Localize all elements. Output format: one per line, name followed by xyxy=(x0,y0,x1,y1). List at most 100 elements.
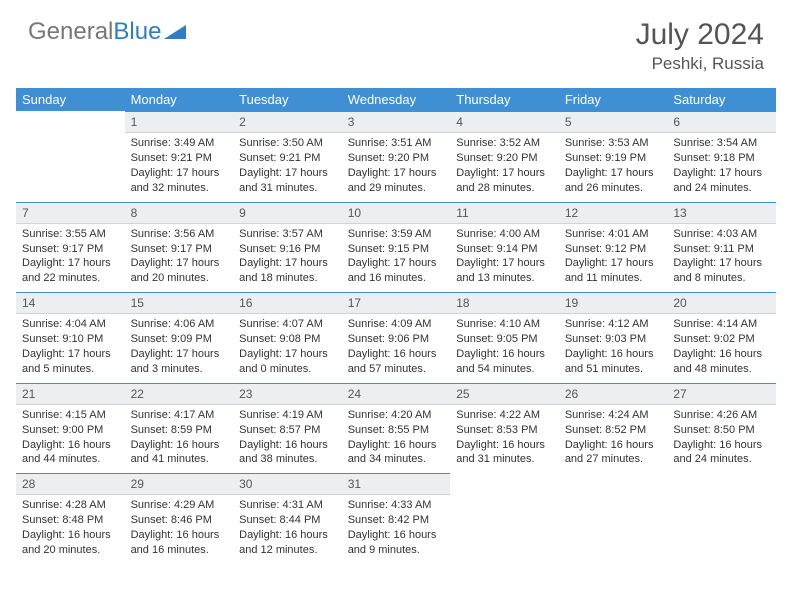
sunrise-text: Sunrise: 3:51 AM xyxy=(348,136,445,151)
daylight-text: Daylight: 17 hours and 28 minutes. xyxy=(456,166,553,196)
calendar-day-cell: 15Sunrise: 4:06 AMSunset: 9:09 PMDayligh… xyxy=(125,292,234,383)
calendar-day-cell: 22Sunrise: 4:17 AMSunset: 8:59 PMDayligh… xyxy=(125,383,234,474)
calendar-day-cell: 23Sunrise: 4:19 AMSunset: 8:57 PMDayligh… xyxy=(233,383,342,474)
daylight-text: Daylight: 16 hours and 38 minutes. xyxy=(239,438,336,468)
calendar-day-cell: 3Sunrise: 3:51 AMSunset: 9:20 PMDaylight… xyxy=(342,111,451,202)
day-details: Sunrise: 4:29 AMSunset: 8:46 PMDaylight:… xyxy=(125,495,234,563)
calendar-day-cell: 18Sunrise: 4:10 AMSunset: 9:05 PMDayligh… xyxy=(450,292,559,383)
sunrise-text: Sunrise: 4:04 AM xyxy=(22,317,119,332)
daylight-text: Daylight: 16 hours and 12 minutes. xyxy=(239,528,336,558)
sunrise-text: Sunrise: 3:54 AM xyxy=(673,136,770,151)
logo: GeneralBlue xyxy=(28,18,186,46)
sunset-text: Sunset: 9:17 PM xyxy=(131,242,228,257)
day-details: Sunrise: 4:17 AMSunset: 8:59 PMDaylight:… xyxy=(125,405,234,473)
calendar-day-cell: 20Sunrise: 4:14 AMSunset: 9:02 PMDayligh… xyxy=(667,292,776,383)
daylight-text: Daylight: 17 hours and 20 minutes. xyxy=(131,256,228,286)
weekday-header: Sunday xyxy=(16,88,125,111)
daylight-text: Daylight: 17 hours and 18 minutes. xyxy=(239,256,336,286)
weekday-header: Thursday xyxy=(450,88,559,111)
day-number: 11 xyxy=(450,202,559,224)
day-number: 30 xyxy=(233,473,342,495)
calendar-day-cell xyxy=(667,473,776,564)
sunset-text: Sunset: 9:16 PM xyxy=(239,242,336,257)
daylight-text: Daylight: 17 hours and 29 minutes. xyxy=(348,166,445,196)
calendar-day-cell: 26Sunrise: 4:24 AMSunset: 8:52 PMDayligh… xyxy=(559,383,668,474)
sunrise-text: Sunrise: 4:17 AM xyxy=(131,408,228,423)
sunrise-text: Sunrise: 3:49 AM xyxy=(131,136,228,151)
daylight-text: Daylight: 16 hours and 24 minutes. xyxy=(673,438,770,468)
daylight-text: Daylight: 16 hours and 27 minutes. xyxy=(565,438,662,468)
sunset-text: Sunset: 8:50 PM xyxy=(673,423,770,438)
day-details: Sunrise: 3:52 AMSunset: 9:20 PMDaylight:… xyxy=(450,133,559,201)
page-title: July 2024 xyxy=(636,18,764,52)
title-block: July 2024 Peshki, Russia xyxy=(636,18,764,74)
day-number: 14 xyxy=(16,292,125,314)
daylight-text: Daylight: 17 hours and 5 minutes. xyxy=(22,347,119,377)
day-details: Sunrise: 3:51 AMSunset: 9:20 PMDaylight:… xyxy=(342,133,451,201)
day-number: 21 xyxy=(16,383,125,405)
header: GeneralBlue July 2024 Peshki, Russia xyxy=(0,0,792,80)
location-label: Peshki, Russia xyxy=(636,54,764,74)
day-details: Sunrise: 4:33 AMSunset: 8:42 PMDaylight:… xyxy=(342,495,451,563)
daylight-text: Daylight: 16 hours and 9 minutes. xyxy=(348,528,445,558)
sunset-text: Sunset: 9:11 PM xyxy=(673,242,770,257)
sunrise-text: Sunrise: 4:29 AM xyxy=(131,498,228,513)
day-details: Sunrise: 4:06 AMSunset: 9:09 PMDaylight:… xyxy=(125,314,234,382)
calendar-header-row: SundayMondayTuesdayWednesdayThursdayFrid… xyxy=(16,88,776,111)
day-details: Sunrise: 4:24 AMSunset: 8:52 PMDaylight:… xyxy=(559,405,668,473)
day-details: Sunrise: 3:59 AMSunset: 9:15 PMDaylight:… xyxy=(342,224,451,292)
day-details: Sunrise: 4:07 AMSunset: 9:08 PMDaylight:… xyxy=(233,314,342,382)
logo-triangle-icon xyxy=(164,21,186,39)
calendar-day-cell: 27Sunrise: 4:26 AMSunset: 8:50 PMDayligh… xyxy=(667,383,776,474)
sunset-text: Sunset: 9:08 PM xyxy=(239,332,336,347)
sunrise-text: Sunrise: 3:57 AM xyxy=(239,227,336,242)
day-details: Sunrise: 4:31 AMSunset: 8:44 PMDaylight:… xyxy=(233,495,342,563)
day-number: 4 xyxy=(450,111,559,133)
sunrise-text: Sunrise: 4:28 AM xyxy=(22,498,119,513)
calendar-day-cell: 25Sunrise: 4:22 AMSunset: 8:53 PMDayligh… xyxy=(450,383,559,474)
day-details: Sunrise: 3:55 AMSunset: 9:17 PMDaylight:… xyxy=(16,224,125,292)
sunrise-text: Sunrise: 4:03 AM xyxy=(673,227,770,242)
calendar-day-cell: 19Sunrise: 4:12 AMSunset: 9:03 PMDayligh… xyxy=(559,292,668,383)
daylight-text: Daylight: 16 hours and 31 minutes. xyxy=(456,438,553,468)
calendar-week-row: 28Sunrise: 4:28 AMSunset: 8:48 PMDayligh… xyxy=(16,473,776,564)
sunset-text: Sunset: 9:15 PM xyxy=(348,242,445,257)
sunrise-text: Sunrise: 4:26 AM xyxy=(673,408,770,423)
day-number: 6 xyxy=(667,111,776,133)
sunset-text: Sunset: 9:05 PM xyxy=(456,332,553,347)
day-number: 24 xyxy=(342,383,451,405)
calendar-week-row: 7Sunrise: 3:55 AMSunset: 9:17 PMDaylight… xyxy=(16,202,776,293)
calendar-day-cell: 14Sunrise: 4:04 AMSunset: 9:10 PMDayligh… xyxy=(16,292,125,383)
day-details: Sunrise: 4:03 AMSunset: 9:11 PMDaylight:… xyxy=(667,224,776,292)
sunrise-text: Sunrise: 3:56 AM xyxy=(131,227,228,242)
day-number: 28 xyxy=(16,473,125,495)
calendar-day-cell xyxy=(559,473,668,564)
daylight-text: Daylight: 16 hours and 34 minutes. xyxy=(348,438,445,468)
sunrise-text: Sunrise: 4:07 AM xyxy=(239,317,336,332)
sunrise-text: Sunrise: 4:00 AM xyxy=(456,227,553,242)
sunrise-text: Sunrise: 4:15 AM xyxy=(22,408,119,423)
daylight-text: Daylight: 17 hours and 13 minutes. xyxy=(456,256,553,286)
day-number: 31 xyxy=(342,473,451,495)
sunset-text: Sunset: 9:20 PM xyxy=(456,151,553,166)
weekday-header: Saturday xyxy=(667,88,776,111)
day-number: 10 xyxy=(342,202,451,224)
calendar-day-cell: 7Sunrise: 3:55 AMSunset: 9:17 PMDaylight… xyxy=(16,202,125,293)
sunset-text: Sunset: 9:18 PM xyxy=(673,151,770,166)
sunrise-text: Sunrise: 4:33 AM xyxy=(348,498,445,513)
weekday-header: Wednesday xyxy=(342,88,451,111)
sunrise-text: Sunrise: 3:59 AM xyxy=(348,227,445,242)
daylight-text: Daylight: 17 hours and 0 minutes. xyxy=(239,347,336,377)
day-number: 23 xyxy=(233,383,342,405)
weekday-header: Tuesday xyxy=(233,88,342,111)
day-details: Sunrise: 3:56 AMSunset: 9:17 PMDaylight:… xyxy=(125,224,234,292)
daylight-text: Daylight: 16 hours and 57 minutes. xyxy=(348,347,445,377)
day-details: Sunrise: 3:50 AMSunset: 9:21 PMDaylight:… xyxy=(233,133,342,201)
day-number: 19 xyxy=(559,292,668,314)
day-details: Sunrise: 4:00 AMSunset: 9:14 PMDaylight:… xyxy=(450,224,559,292)
day-number: 26 xyxy=(559,383,668,405)
daylight-text: Daylight: 16 hours and 54 minutes. xyxy=(456,347,553,377)
calendar-day-cell xyxy=(16,111,125,202)
sunrise-text: Sunrise: 4:12 AM xyxy=(565,317,662,332)
day-number: 9 xyxy=(233,202,342,224)
